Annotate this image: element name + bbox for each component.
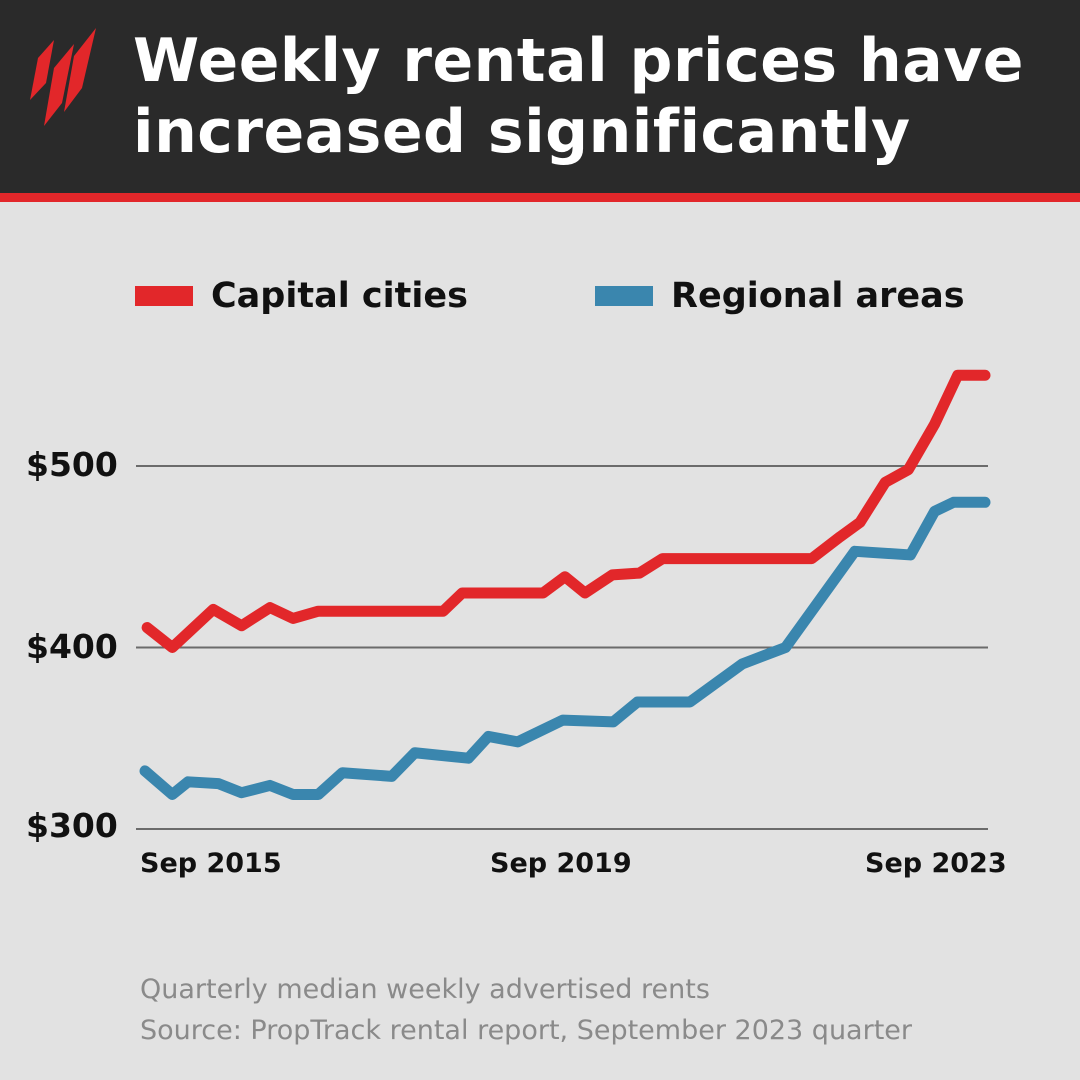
title-line: Weekly rental prices have — [133, 26, 1024, 96]
header-accent-bar — [0, 193, 1080, 202]
y-tick-label: $400 — [26, 627, 118, 666]
y-tick-label: $300 — [26, 806, 118, 845]
legend-swatch-capital — [135, 286, 193, 306]
sbs-logo-icon — [30, 28, 96, 126]
series-line-regional — [139, 496, 991, 801]
x-tick-label: Sep 2023 — [865, 848, 1007, 879]
chart-note: Quarterly median weekly advertised rents — [140, 974, 710, 1005]
legend-item-capital-cities: Capital cities — [135, 276, 468, 316]
series-line-capital — [141, 369, 991, 653]
x-tick-label: Sep 2015 — [140, 848, 282, 879]
title-line: increased significantly — [133, 97, 911, 167]
chart-title: Weekly rental prices have increased sign… — [133, 26, 1024, 168]
y-tick-label: $500 — [26, 445, 118, 484]
header — [0, 0, 1080, 193]
chart-source: Source: PropTrack rental report, Septemb… — [140, 1015, 913, 1046]
x-tick-label: Sep 2019 — [490, 848, 632, 879]
legend-item-regional-areas: Regional areas — [595, 276, 965, 316]
legend-label: Capital cities — [211, 276, 468, 316]
legend-label: Regional areas — [671, 276, 965, 316]
legend-swatch-regional — [595, 286, 653, 306]
